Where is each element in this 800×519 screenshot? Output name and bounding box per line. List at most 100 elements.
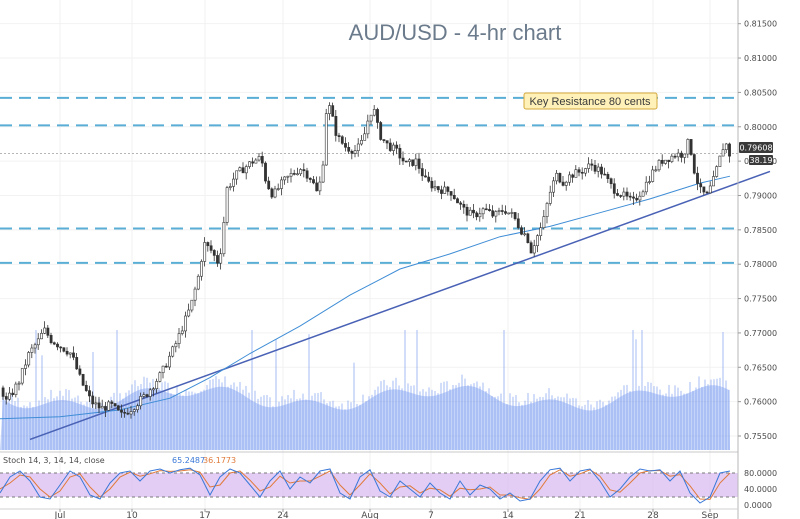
volume-bar — [164, 381, 166, 450]
candle-down — [315, 182, 319, 192]
candle-up — [248, 161, 251, 167]
volume-bar — [449, 389, 451, 450]
candle-down — [344, 143, 347, 148]
candle-up — [244, 166, 248, 174]
volume-bar — [614, 396, 616, 450]
price-tick-10: 0.76500 — [744, 363, 777, 372]
chart-grid — [0, 0, 738, 509]
candle-up — [225, 187, 229, 223]
volume-bar — [710, 379, 712, 450]
volume-bar — [542, 397, 544, 450]
candle-up — [670, 155, 674, 162]
candle-up — [257, 156, 261, 161]
volume-bar — [47, 399, 49, 450]
chart-title: AUD/USD - 4-hr chart — [349, 20, 562, 45]
candle-up — [14, 383, 18, 396]
volume-bar — [278, 401, 280, 450]
volume-bar — [305, 399, 307, 450]
candle-down — [46, 327, 50, 336]
price-axis[interactable]: 0.815000.810000.805000.800000.795000.790… — [737, 0, 777, 519]
price-tick-12: 0.75500 — [744, 432, 777, 441]
price-badge — [739, 142, 773, 153]
volume-bar — [563, 397, 565, 450]
volume-bar — [287, 395, 289, 450]
time-axis[interactable]: Jul 10 17 24 Aug 7 14 21 28 Sep — [0, 508, 738, 519]
candle-down — [449, 191, 453, 196]
moving-average-line[interactable] — [0, 175, 731, 420]
candle-down — [116, 405, 120, 411]
candle-up — [568, 174, 571, 183]
candle-up — [8, 392, 11, 400]
volume-bar — [722, 332, 724, 450]
candle-up — [478, 213, 482, 218]
candle-down — [1, 387, 5, 397]
candle-up — [203, 242, 207, 262]
candle-down — [667, 159, 671, 162]
candle-up — [715, 166, 719, 177]
stochastic-panel: 80.0000 40.0000 0.0000 — [0, 451, 777, 510]
volume-bar — [539, 396, 541, 450]
candle-down — [500, 210, 504, 212]
time-tick-8: 28 — [647, 511, 659, 519]
volume-bar — [581, 406, 583, 450]
volume-bar — [683, 393, 685, 450]
volume-bar — [389, 387, 391, 450]
candle-down — [164, 365, 168, 368]
volume-bar — [5, 398, 7, 450]
candle-down — [62, 347, 66, 352]
volume-bar — [692, 390, 694, 450]
volume-bar — [98, 398, 100, 450]
volume-bar — [422, 389, 424, 450]
volume-bar — [323, 399, 325, 450]
volume-bar — [662, 394, 664, 450]
volume-bar — [443, 381, 445, 450]
volume-bar — [104, 405, 106, 450]
volume-bar — [485, 391, 487, 450]
volume-bar — [227, 386, 229, 450]
volume-bar — [110, 396, 112, 450]
volume-bar — [494, 396, 496, 450]
candle-down — [376, 109, 379, 123]
volume-bar — [260, 396, 262, 450]
candle-up — [184, 315, 187, 332]
candle-down — [216, 255, 219, 264]
candle-up — [712, 176, 715, 187]
stochastic-legend[interactable]: Stoch 14, 3, 14, 14, close 65.2487 36.17… — [3, 456, 236, 465]
candle-up — [596, 166, 600, 172]
candle-up — [510, 212, 514, 214]
candle-down — [11, 392, 15, 396]
candle-up — [587, 163, 591, 169]
volume-bar — [554, 398, 556, 450]
candle-down — [558, 172, 562, 183]
candle-up — [174, 343, 178, 348]
candle-down — [635, 197, 639, 201]
candle-down — [91, 395, 95, 405]
volume-bar — [113, 392, 115, 450]
annotation-callout[interactable]: Key Resistance 80 cents — [523, 92, 658, 110]
candle-down — [113, 403, 117, 407]
volume-bar — [509, 393, 511, 450]
volume-bar — [653, 386, 655, 450]
candle-down — [123, 411, 127, 414]
volume-bar — [365, 401, 367, 450]
volume-bar — [707, 384, 709, 450]
candle-down — [699, 183, 703, 188]
candle-down — [689, 139, 693, 155]
volume-bar — [38, 400, 40, 450]
volume-bar — [392, 380, 394, 450]
volume-bar — [137, 386, 139, 450]
volume-bar — [632, 330, 634, 450]
volume-bar — [302, 393, 304, 450]
candle-up — [148, 389, 152, 397]
volume-bar — [284, 399, 286, 450]
volume-bar — [665, 393, 667, 450]
candle-down — [120, 409, 123, 413]
volume-bar — [59, 390, 61, 450]
candle-up — [654, 169, 658, 172]
time-tick-0: Jul — [54, 511, 66, 519]
price-tick-11: 0.76000 — [744, 398, 777, 407]
volume-bar — [578, 405, 580, 450]
volume-bar — [170, 393, 172, 450]
volume-bar — [569, 398, 571, 450]
